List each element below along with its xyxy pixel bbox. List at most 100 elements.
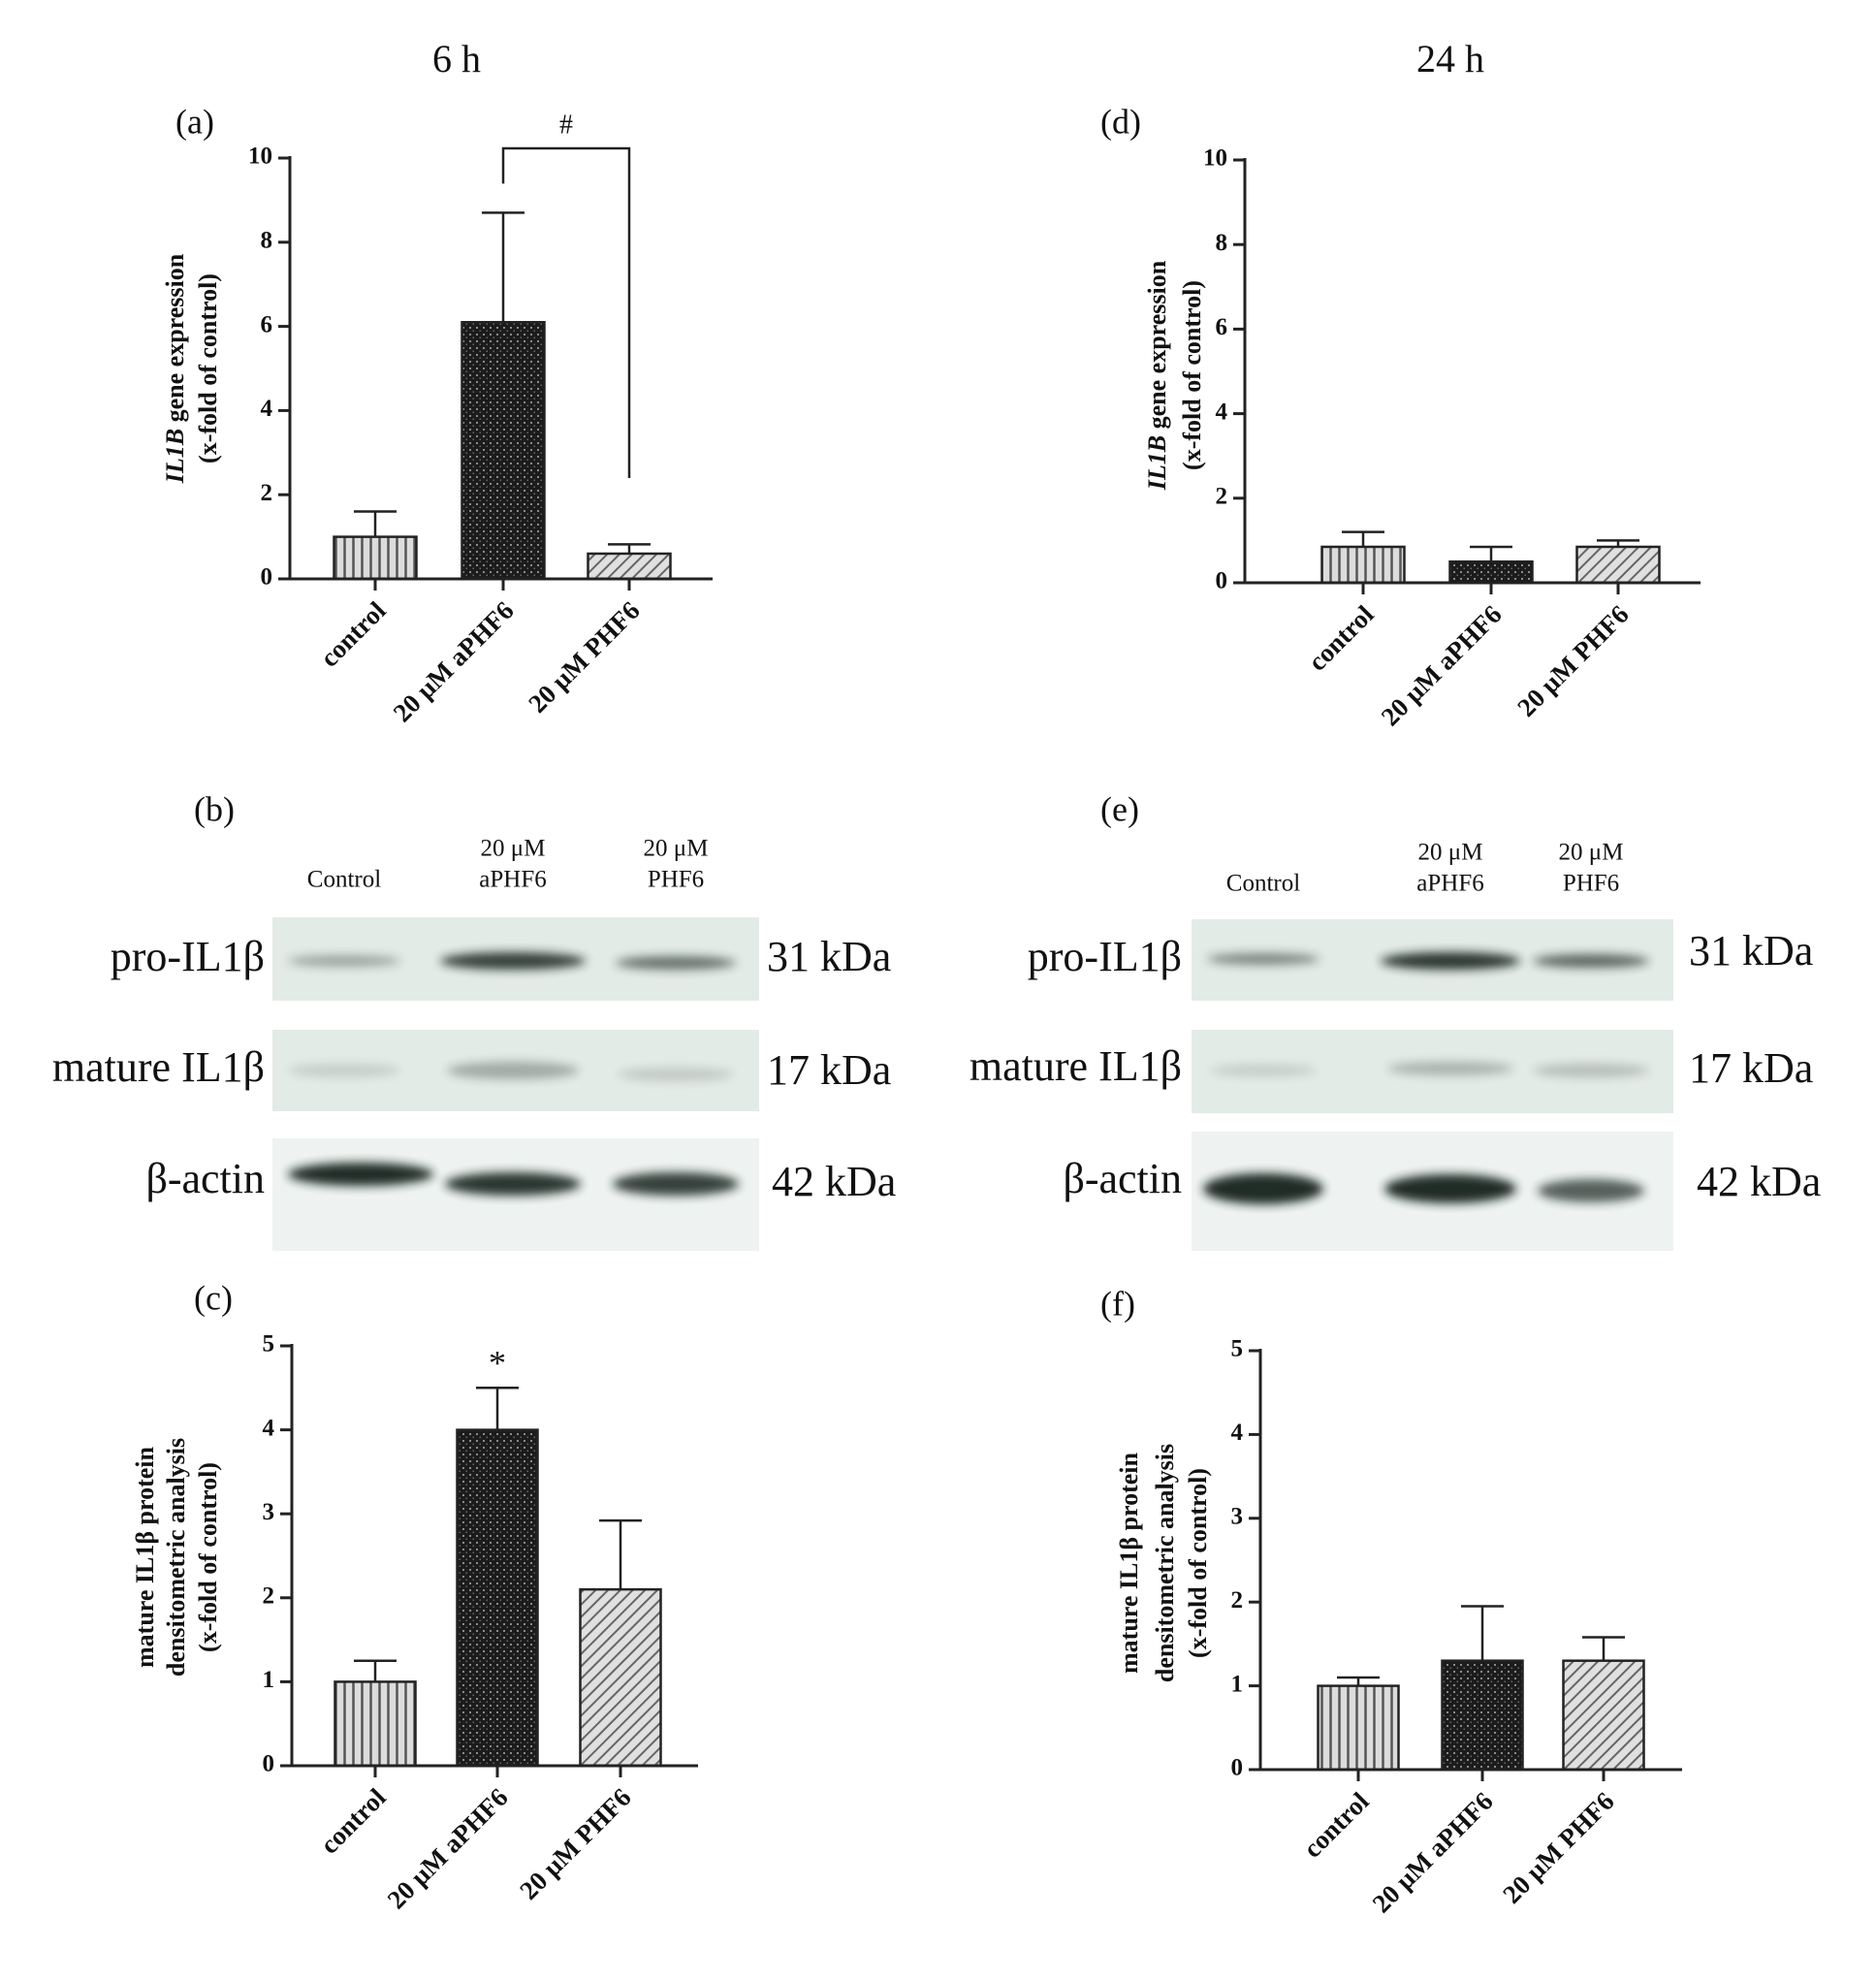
significance-mark: # — [559, 110, 573, 140]
y-axis-label-part: gene expression — [1143, 260, 1171, 435]
y-tick-label: 4 — [1216, 399, 1228, 425]
y-axis-label: IL1B gene expression — [161, 253, 189, 484]
y-tick-label: 0 — [261, 564, 273, 591]
y-tick-label: 0 — [1216, 568, 1228, 594]
blot: (e) Control 20 μM aPHF6 20 μM PHF6 pro-I… — [970, 789, 1821, 1251]
band — [616, 956, 736, 970]
y-axis-label: densitometric analysis — [1151, 1444, 1179, 1682]
lane-label: PHF6 — [1563, 871, 1619, 897]
band — [288, 1064, 400, 1077]
y-axis-label: densitometric analysis — [162, 1438, 190, 1677]
time-heading: 6 h — [432, 37, 481, 80]
band — [288, 1163, 433, 1186]
y-tick-label: 0 — [263, 1751, 275, 1777]
y-tick-label: 0 — [1231, 1755, 1244, 1781]
y-tick-label: 8 — [261, 228, 273, 254]
y-axis-label-part: IL1B — [161, 429, 189, 484]
y-axis-label-part: IL1B — [1143, 435, 1171, 491]
y-tick-label: 5 — [263, 1331, 275, 1358]
y-axis-label: (x-fold of control) — [1184, 1468, 1212, 1658]
band — [1203, 1173, 1323, 1204]
y-tick-label: 4 — [1231, 1420, 1244, 1446]
band — [440, 952, 586, 970]
y-tick-label: 6 — [1216, 314, 1228, 340]
protein-label: mature IL1β — [970, 1042, 1182, 1090]
panel-label: (d) — [1100, 102, 1141, 141]
size-label: 17 kDa — [767, 1046, 891, 1094]
y-tick-label: 4 — [261, 396, 273, 422]
band — [1384, 1174, 1516, 1203]
bar — [461, 321, 546, 581]
lane-label: 20 μM — [1418, 840, 1483, 866]
lane-label: 20 μM — [644, 836, 709, 862]
lane-label: Control — [307, 867, 381, 893]
size-label: 31 kDa — [1689, 927, 1813, 975]
lane-label: 20 μM — [481, 836, 546, 862]
y-tick-label: 1 — [263, 1667, 275, 1693]
bar — [1320, 545, 1406, 585]
y-tick-label: 2 — [1216, 484, 1228, 510]
y-axis-label-part: densitometric analysis — [162, 1438, 190, 1677]
band — [445, 1172, 581, 1196]
y-axis-label-part: (x-fold of control) — [194, 1462, 222, 1652]
x-tick-label: 20 μM aPHF6 — [388, 595, 520, 727]
y-tick-label: 2 — [1231, 1587, 1244, 1614]
y-axis-label-part: (x-fold of control) — [1184, 1468, 1212, 1658]
panel-label: (e) — [1100, 789, 1139, 828]
x-tick-label: 20 μM PHF6 — [514, 1782, 636, 1904]
y-tick-label: 2 — [263, 1583, 275, 1610]
bar — [1448, 559, 1534, 585]
bar — [334, 1680, 417, 1768]
bar — [333, 535, 418, 581]
band — [1533, 954, 1649, 968]
band — [1381, 952, 1520, 970]
protein-label: mature IL1β — [52, 1043, 265, 1091]
x-tick-label: 20 μM aPHF6 — [1367, 1786, 1499, 1918]
panel-label: (f) — [1100, 1284, 1135, 1323]
x-tick-label: 20 μM aPHF6 — [1376, 599, 1508, 731]
significance-bracket — [501, 146, 631, 478]
x-tick-label: 20 μM PHF6 — [1497, 1786, 1619, 1908]
y-axis-label-part: mature IL1β protein — [131, 1446, 159, 1667]
y-axis-label: IL1B gene expression — [1143, 260, 1171, 491]
size-label: 42 kDa — [1697, 1158, 1821, 1205]
y-axis-label-part: densitometric analysis — [1151, 1444, 1179, 1682]
band — [1210, 1065, 1317, 1076]
size-label: 17 kDa — [1689, 1044, 1813, 1092]
y-axis-label: (x-fold of control) — [1178, 280, 1206, 470]
bar — [456, 1428, 539, 1768]
x-tick-label: control — [1302, 599, 1380, 677]
x-tick-label: control — [1297, 1786, 1375, 1864]
band — [613, 1172, 739, 1196]
protein-label: pro-IL1β — [1028, 933, 1182, 980]
band — [1387, 1062, 1513, 1075]
lane-label: PHF6 — [648, 867, 704, 893]
protein-label: β-actin — [145, 1155, 265, 1202]
size-label: 42 kDa — [772, 1158, 896, 1205]
panel-label: (a) — [175, 102, 214, 141]
y-axis-label: (x-fold of control) — [194, 1462, 222, 1652]
y-axis-label: mature IL1β protein — [1115, 1452, 1143, 1673]
bar — [1575, 545, 1661, 585]
bar — [1562, 1659, 1645, 1772]
x-tick-label: 20 μM PHF6 — [1511, 599, 1634, 721]
band — [618, 1068, 734, 1081]
x-tick-label: 20 μM PHF6 — [523, 595, 645, 718]
y-axis-label-part: mature IL1β protein — [1115, 1452, 1143, 1673]
x-tick-label: 20 μM aPHF6 — [382, 1782, 514, 1914]
lane-label: Control — [1226, 871, 1300, 897]
band — [288, 955, 400, 967]
y-axis-label-part: (x-fold of control) — [1178, 280, 1206, 470]
y-tick-label: 4 — [263, 1415, 275, 1441]
bar — [1317, 1684, 1400, 1772]
y-tick-label: 10 — [1203, 145, 1227, 172]
x-tick-label: control — [314, 1782, 392, 1860]
band — [1533, 1064, 1649, 1077]
y-tick-label: 3 — [263, 1499, 275, 1525]
y-axis-label-part: gene expression — [161, 253, 189, 429]
y-axis-label-part: (x-fold of control) — [194, 273, 222, 463]
y-tick-label: 1 — [1231, 1671, 1244, 1697]
y-tick-label: 10 — [248, 144, 272, 170]
y-tick-label: 2 — [261, 480, 273, 506]
